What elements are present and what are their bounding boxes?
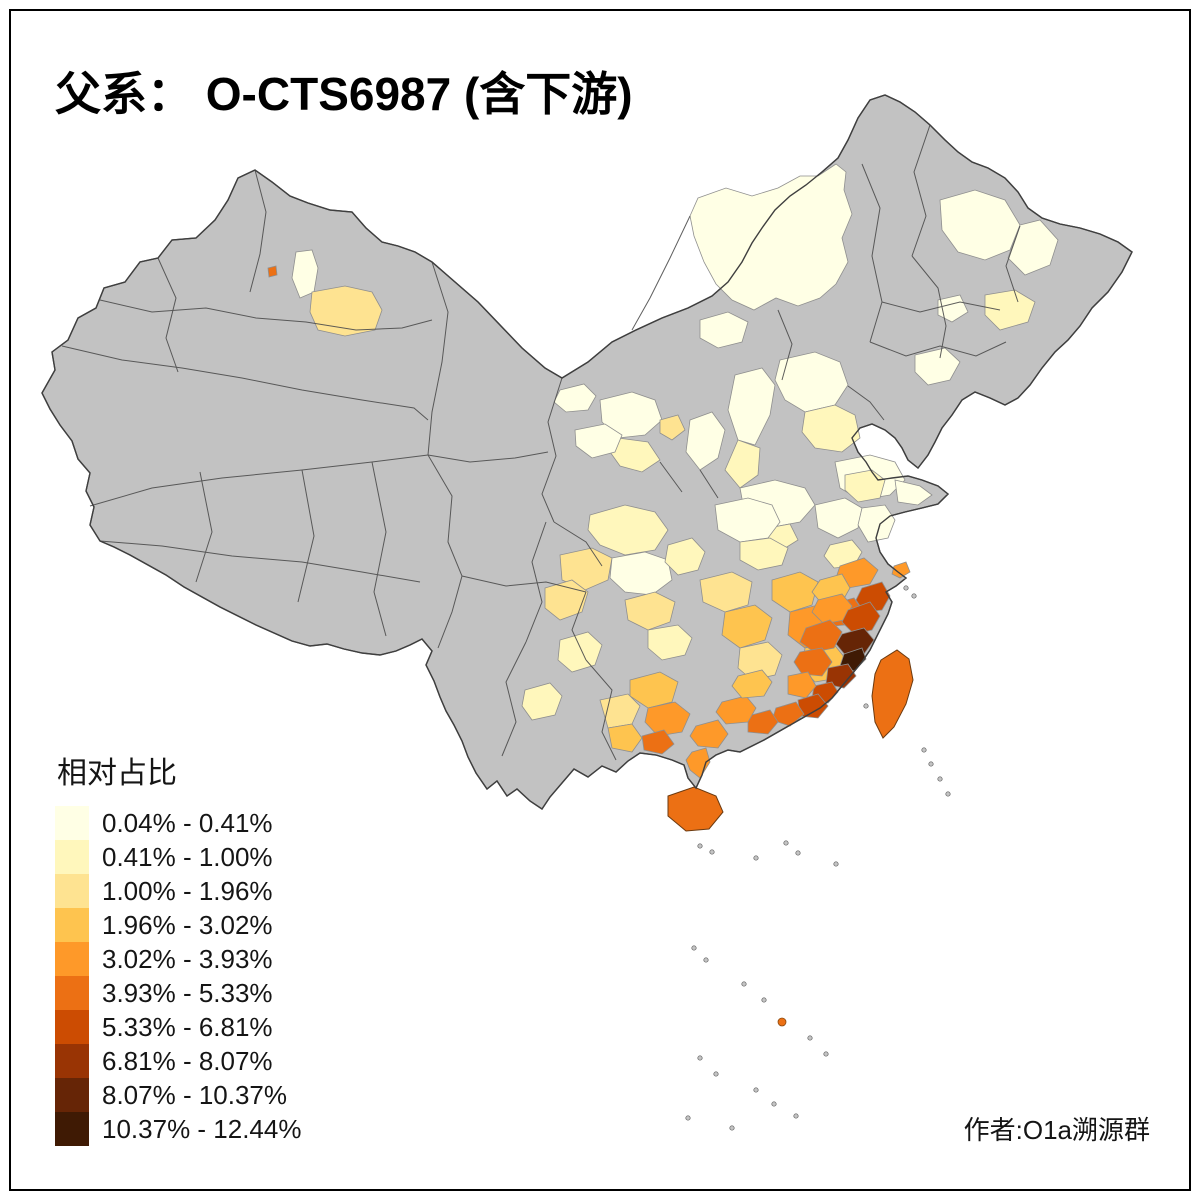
legend-label: 10.37% - 12.44% xyxy=(102,1113,302,1144)
legend-row: 3.93% - 5.33% xyxy=(55,976,301,1010)
hainan-island xyxy=(667,786,724,832)
legend-row: 8.07% - 10.37% xyxy=(55,1078,301,1112)
legend-row: 1.00% - 1.96% xyxy=(55,874,301,908)
legend-row: 0.04% - 0.41% xyxy=(55,806,301,840)
legend-swatch xyxy=(55,1078,89,1112)
taiwan-island xyxy=(871,649,914,739)
legend-row: 6.81% - 8.07% xyxy=(55,1044,301,1078)
small-islands xyxy=(685,585,951,1131)
legend-swatch xyxy=(55,874,89,908)
legend-label: 0.04% - 0.41% xyxy=(102,807,273,838)
colored-islet xyxy=(777,1017,787,1027)
legend-rows: 0.04% - 0.41% 0.41% - 1.00% 1.00% - 1.96% 1… xyxy=(55,806,301,1146)
figure-title: 父系： O-CTS6987 (含下游) xyxy=(55,68,633,120)
legend-swatch xyxy=(55,976,89,1010)
legend-label: 0.41% - 1.00% xyxy=(102,841,273,872)
legend-label: 3.02% - 3.93% xyxy=(102,943,273,974)
legend-swatch xyxy=(55,840,89,874)
legend-row: 3.02% - 3.93% xyxy=(55,942,301,976)
legend-row: 5.33% - 6.81% xyxy=(55,1010,301,1044)
legend-label: 8.07% - 10.37% xyxy=(102,1079,288,1110)
author-credit: 作者:O1a溯源群 xyxy=(963,1115,1150,1145)
legend-label: 6.81% - 8.07% xyxy=(102,1045,273,1076)
legend-swatch xyxy=(55,942,89,976)
national-outline xyxy=(41,94,1133,810)
legend-label: 1.96% - 3.02% xyxy=(102,909,273,940)
admin-borders xyxy=(61,124,1021,761)
legend-row: 0.41% - 1.00% xyxy=(55,840,301,874)
legend-label: 1.00% - 1.96% xyxy=(102,875,273,906)
legend-swatch xyxy=(55,908,89,942)
legend-swatch xyxy=(55,806,89,840)
legend-swatch xyxy=(55,1112,89,1146)
legend-row: 10.37% - 12.44% xyxy=(55,1112,301,1146)
legend-row: 1.96% - 3.02% xyxy=(55,908,301,942)
legend-swatch xyxy=(55,1044,89,1078)
legend: 相对占比 0.04% - 0.41% 0.41% - 1.00% 1.00% - 1… xyxy=(55,748,301,1146)
legend-label: 3.93% - 5.33% xyxy=(102,977,273,1008)
legend-swatch xyxy=(55,1010,89,1044)
legend-title: 相对占比 xyxy=(57,757,177,790)
legend-label: 5.33% - 6.81% xyxy=(102,1011,273,1042)
